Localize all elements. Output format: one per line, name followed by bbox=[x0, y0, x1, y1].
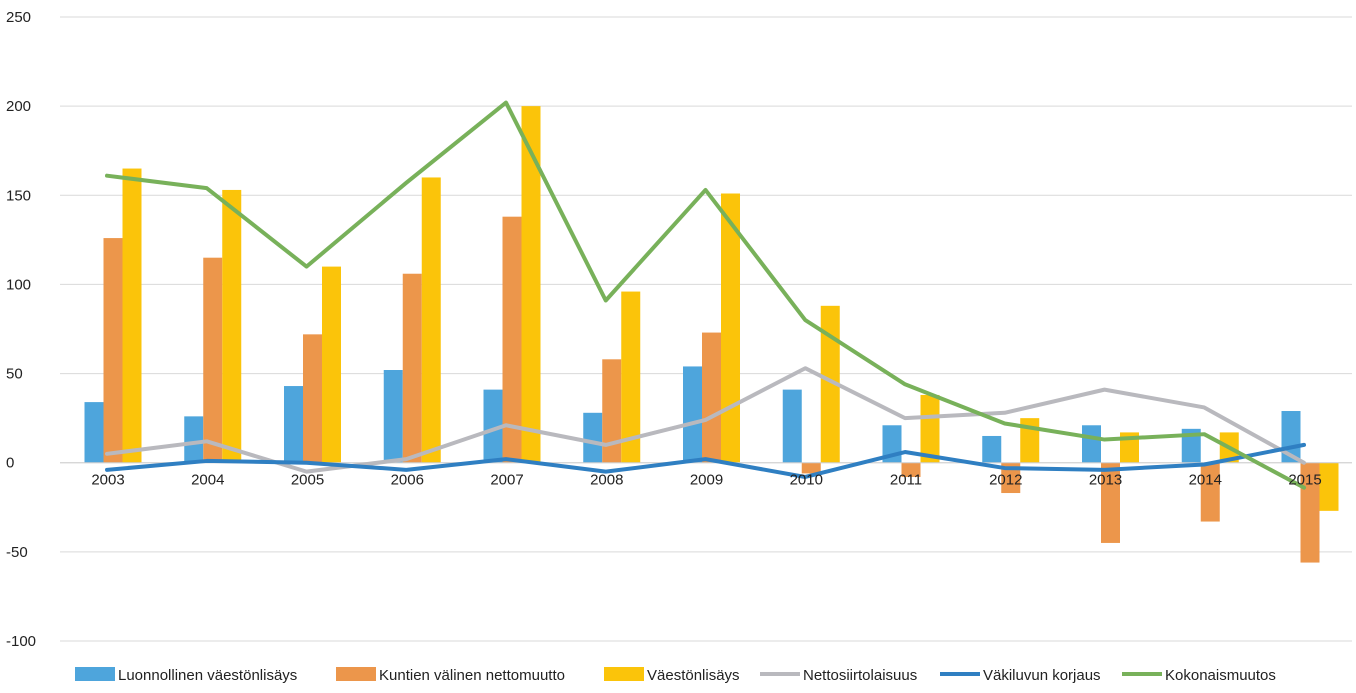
bar bbox=[683, 366, 702, 463]
bar bbox=[1181, 428, 1201, 463]
bar bbox=[1001, 462, 1021, 494]
bar bbox=[721, 193, 740, 463]
y-axis-labels: -100 -50 0 50 100 150 200 250 bbox=[6, 9, 36, 650]
x-axis-labels: 2003 2004 2005 2006 2007 2008 2009 2010 2011 2012… bbox=[91, 472, 1321, 489]
bar bbox=[1200, 462, 1220, 522]
series-line bbox=[105, 442, 1306, 479]
bar bbox=[203, 257, 223, 463]
x-tick-label: 2008 bbox=[590, 472, 623, 489]
bar bbox=[621, 291, 641, 463]
legend-label: Kuntien välinen nettomuutto bbox=[379, 667, 565, 684]
x-tick-label: 2010 bbox=[790, 472, 823, 489]
bar bbox=[502, 216, 522, 463]
bar bbox=[1101, 462, 1120, 543]
y-tick-label: 150 bbox=[6, 187, 31, 204]
x-tick-label: 2006 bbox=[391, 472, 424, 489]
y-tick-label: 250 bbox=[6, 9, 31, 26]
bar bbox=[421, 177, 441, 463]
y-tick-label: 50 bbox=[6, 366, 23, 383]
x-tick-label: 2011 bbox=[890, 472, 922, 489]
bar bbox=[602, 359, 622, 463]
bar bbox=[402, 273, 422, 463]
x-tick-label: 2012 bbox=[989, 472, 1022, 489]
legend-label: Nettosiirtolaisuus bbox=[803, 667, 917, 684]
bar bbox=[801, 462, 821, 474]
bar bbox=[1082, 425, 1101, 463]
bar bbox=[84, 402, 104, 463]
series-line bbox=[105, 100, 1306, 490]
y-tick-label: 100 bbox=[6, 276, 31, 293]
bar bbox=[920, 394, 940, 463]
y-tick-label: -50 bbox=[6, 544, 28, 561]
legend-swatch bbox=[75, 667, 115, 681]
bar bbox=[982, 435, 1002, 463]
bar bbox=[820, 305, 840, 463]
x-tick-label: 2003 bbox=[91, 472, 124, 489]
legend-swatch bbox=[336, 667, 376, 681]
bar bbox=[901, 462, 921, 477]
x-tick-label: 2009 bbox=[690, 472, 723, 489]
bar bbox=[303, 334, 322, 463]
legend: Luonnollinen väestönlisäys Kuntien väline… bbox=[75, 667, 1276, 684]
y-tick-label: 0 bbox=[6, 455, 14, 472]
bar bbox=[483, 389, 503, 463]
series-line bbox=[105, 366, 1306, 474]
y-tick-label: -100 bbox=[6, 633, 36, 650]
lines bbox=[105, 100, 1306, 490]
legend-swatch bbox=[604, 667, 644, 681]
x-tick-label: 2004 bbox=[191, 472, 224, 489]
x-tick-label: 2015 bbox=[1288, 472, 1321, 489]
legend-label: Väkiluvun korjaus bbox=[983, 667, 1101, 684]
x-tick-label: 2014 bbox=[1189, 472, 1222, 489]
grid bbox=[60, 16, 1352, 642]
x-tick-label: 2005 bbox=[291, 472, 324, 489]
bar bbox=[702, 332, 721, 463]
x-tick-label: 2007 bbox=[490, 472, 523, 489]
bar bbox=[122, 168, 142, 463]
bar bbox=[184, 416, 204, 463]
bar bbox=[1319, 462, 1339, 511]
bar bbox=[222, 189, 242, 463]
legend-label: Väestönlisäys bbox=[647, 667, 740, 684]
y-tick-label: 200 bbox=[6, 98, 31, 115]
bars bbox=[84, 106, 1339, 563]
bar bbox=[583, 412, 603, 463]
bar bbox=[383, 370, 403, 463]
bar bbox=[782, 389, 802, 463]
legend-label: Luonnollinen väestönlisäys bbox=[118, 667, 297, 684]
legend-label: Kokonaismuutos bbox=[1165, 667, 1276, 684]
bar bbox=[284, 386, 303, 463]
bar bbox=[521, 106, 541, 463]
bar bbox=[103, 238, 123, 463]
bar bbox=[322, 266, 341, 463]
x-tick-label: 2013 bbox=[1089, 472, 1122, 489]
